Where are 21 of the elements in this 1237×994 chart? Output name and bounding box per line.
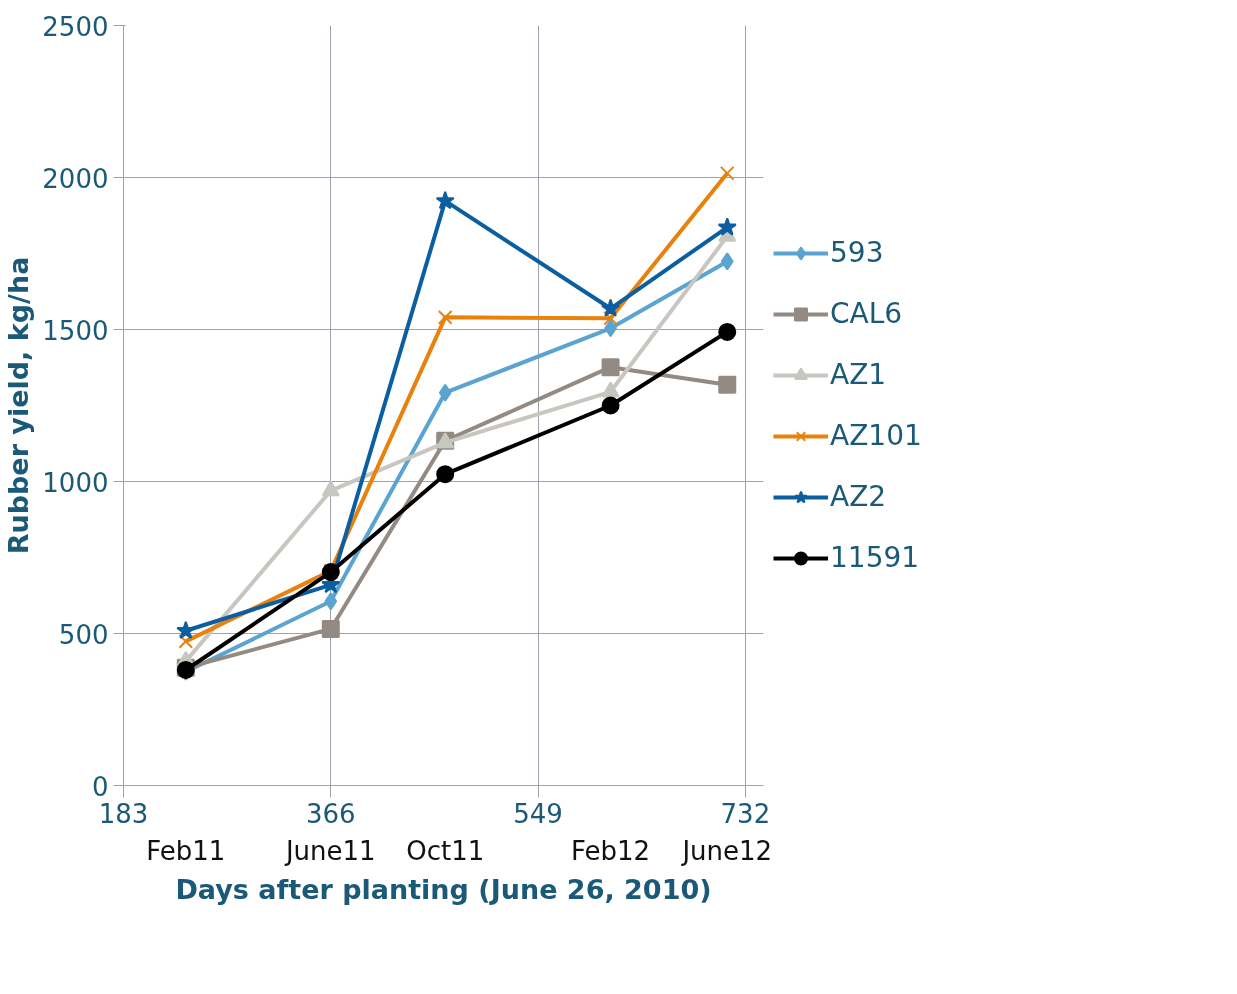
text: June11 bbox=[283, 835, 376, 866]
x-axis-title: Days after planting (June 26, 2010) bbox=[175, 873, 712, 905]
text: June12 bbox=[680, 835, 773, 866]
legend-label: 11591 bbox=[830, 541, 920, 574]
legend-label: AZ1 bbox=[830, 358, 887, 391]
x-tick-label: 366 bbox=[305, 798, 356, 829]
x-tick-label: 549 bbox=[513, 798, 563, 829]
legend-label: CAL6 bbox=[830, 297, 903, 330]
x-tick-label: 732 bbox=[720, 798, 771, 829]
text: Feb12 bbox=[571, 835, 651, 866]
legend-label: 593 bbox=[830, 236, 884, 269]
y-tick-label: 2000 bbox=[42, 163, 109, 194]
y-tick-label: 500 bbox=[58, 619, 109, 650]
y-tick-label: 1500 bbox=[42, 315, 109, 346]
y-tick-label: 1000 bbox=[42, 467, 109, 498]
legend-label: AZ2 bbox=[830, 480, 887, 513]
legend-label: AZ101 bbox=[830, 419, 922, 452]
text: Oct11 bbox=[406, 835, 485, 866]
y-axis-title: Rubber yield, kg/ha bbox=[3, 256, 35, 555]
y-tick-label: 2500 bbox=[42, 11, 109, 42]
text: Feb11 bbox=[146, 835, 226, 866]
